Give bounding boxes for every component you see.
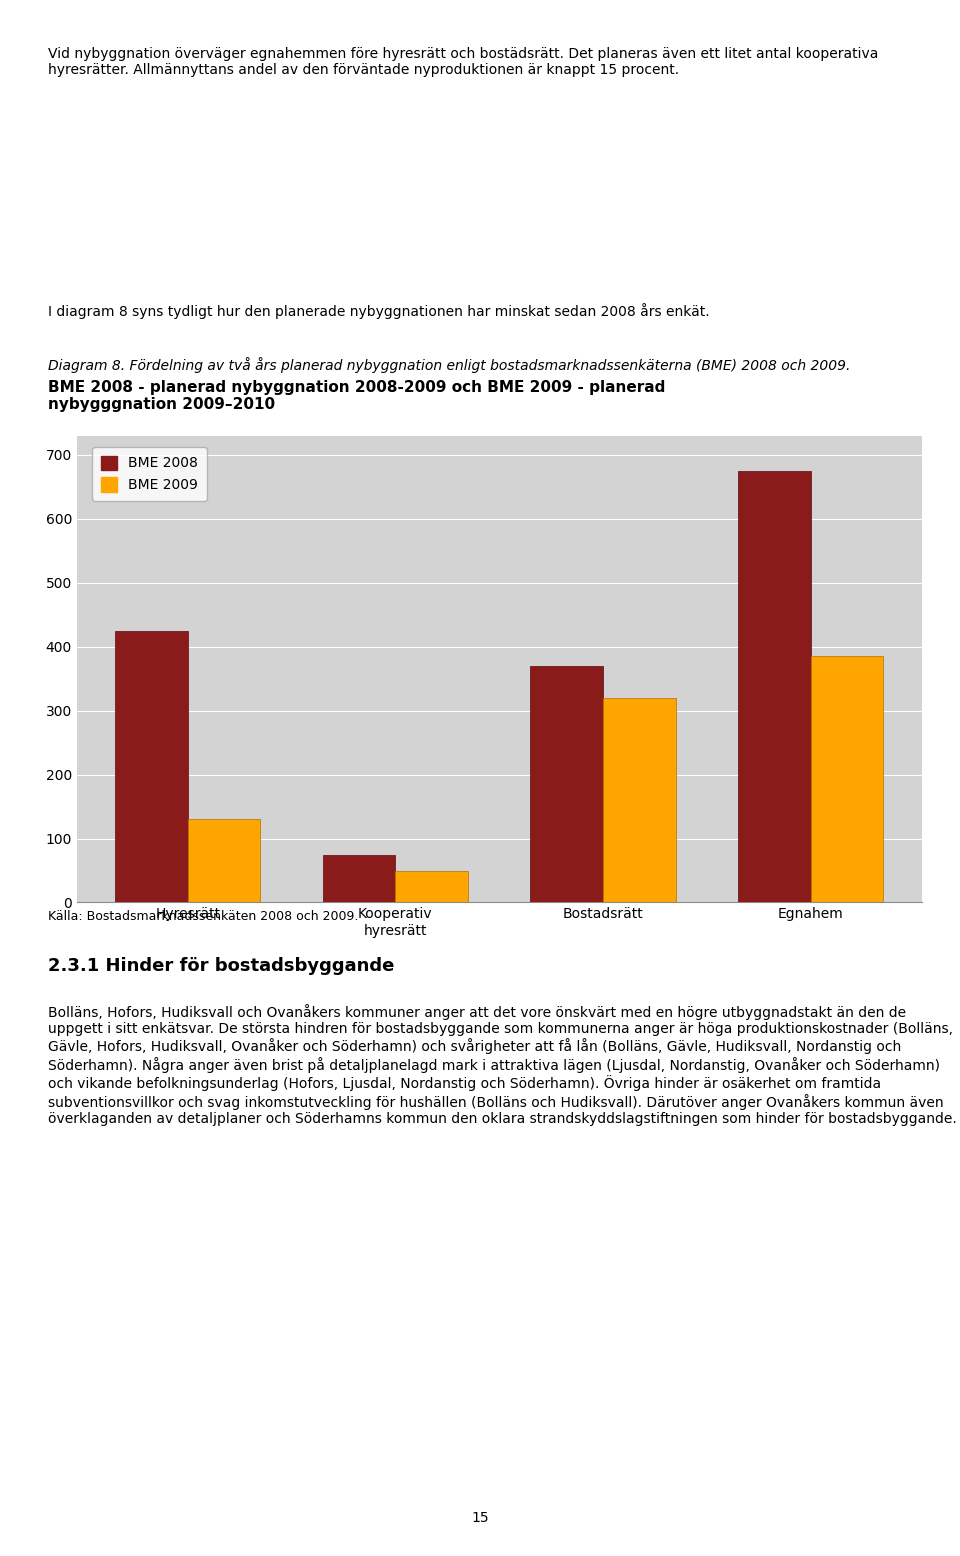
Bar [603, 697, 676, 902]
Text: Diagram 8. Fördelning av två års planerad nybyggnation enligt bostadsmarknadssen: Diagram 8. Fördelning av två års planera… [48, 358, 851, 373]
Text: Vid nybyggnation överväger egnahemmen före hyresrätt och bostädsrätt. Det planer: Vid nybyggnation överväger egnahemmen fö… [48, 47, 878, 76]
Text: 15: 15 [471, 1511, 489, 1525]
Text: I diagram 8 syns tydligt hur den planerade nybyggnationen har minskat sedan 2008: I diagram 8 syns tydligt hur den planera… [48, 303, 709, 319]
Text: Bolläns, Hofors, Hudiksvall och Ovanåkers kommuner anger att det vore önskvärt m: Bolläns, Hofors, Hudiksvall och Ovanåker… [48, 1004, 957, 1127]
Legend: BME 2008, BME 2009: BME 2008, BME 2009 [92, 447, 206, 501]
Bar [188, 820, 260, 902]
Text: BME 2008 - planerad nybyggnation 2008-2009 och BME 2009 - planerad
nybygggnation: BME 2008 - planerad nybyggnation 2008-20… [48, 380, 665, 412]
Bar [396, 870, 468, 902]
Bar [738, 471, 810, 902]
Bar [530, 666, 603, 902]
Text: Källa: Bostadsmarknadssenkäten 2008 och 2009.: Källa: Bostadsmarknadssenkäten 2008 och … [48, 910, 358, 923]
Bar [323, 854, 396, 902]
Bar [810, 657, 883, 902]
Text: 2.3.1 Hinder för bostadsbyggande: 2.3.1 Hinder för bostadsbyggande [48, 957, 395, 976]
Bar [115, 630, 188, 902]
